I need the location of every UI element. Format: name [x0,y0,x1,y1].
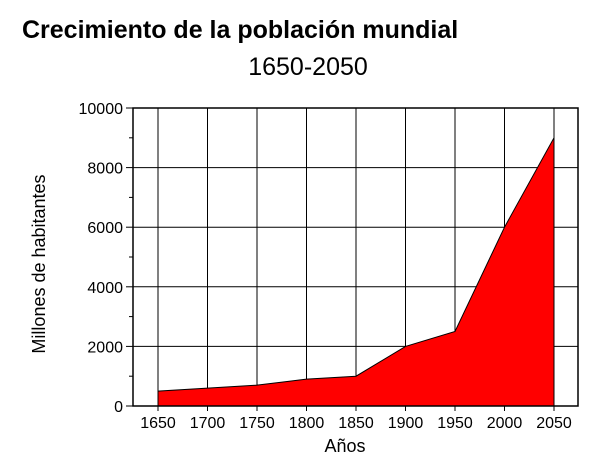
x-axis-ticks: 1650 1700 1750 1800 1850 1900 1950 2000 2050 [140,406,572,432]
x-tick-label-1: 1700 [190,415,226,432]
y-tick-label-0: 0 [114,399,123,416]
y-axis-ticks: 0 2000 4000 6000 8000 10000 [79,101,133,416]
x-tick-label-5: 1900 [388,415,424,432]
x-tick-label-7: 2000 [487,415,523,432]
chart-subtitle: 1650-2050 [248,53,368,81]
y-tick-label-2: 4000 [87,280,123,297]
y-tick-label-1: 2000 [87,339,123,356]
x-tick-label-8: 2050 [536,415,572,432]
x-axis-label: Años [324,436,365,456]
x-tick-label-0: 1650 [140,415,176,432]
x-tick-label-4: 1850 [338,415,374,432]
x-tick-label-2: 1750 [239,415,275,432]
chart-title: Crecimiento de la población mundial [22,16,458,44]
population-area [157,135,555,407]
y-tick-label-5: 10000 [79,101,124,118]
y-tick-label-3: 6000 [87,220,123,237]
y-axis-label: Millones de habitantes [29,174,49,353]
y-tick-label-4: 8000 [87,161,123,178]
x-tick-label-6: 1950 [437,415,473,432]
x-tick-label-3: 1800 [289,415,325,432]
